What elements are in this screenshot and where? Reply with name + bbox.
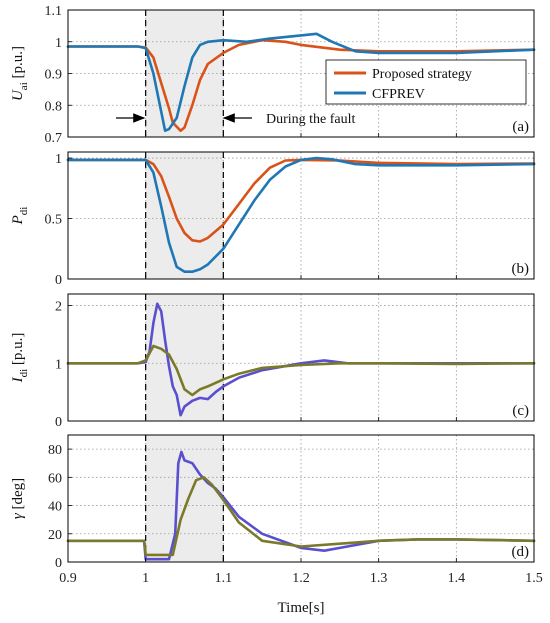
y-tick-label: 1.1 <box>45 4 63 19</box>
legend: Proposed strategy CFPREV <box>325 59 527 105</box>
y-tick-label: 0.5 <box>45 213 63 228</box>
y-axis-label: γ [deg] <box>10 478 26 519</box>
x-tick-label: 1.5 <box>525 571 543 586</box>
fault-band <box>145 435 224 562</box>
x-tick-label: 0.9 <box>59 571 77 586</box>
y-axis-label: Idi [p.u.] <box>10 333 30 384</box>
y-tick-label: 0.7 <box>45 131 63 146</box>
legend-box <box>325 59 527 105</box>
series-line-2 <box>66 32 536 132</box>
legend-entry-cfprev: CFPREV <box>372 87 425 102</box>
series-line-1 <box>66 38 536 132</box>
panel-tag: (c) <box>512 403 529 419</box>
fault-band <box>145 294 224 421</box>
panel-3: 0 1 2 (c) Idi [p.u.] <box>10 293 536 430</box>
series-line-2 <box>66 344 536 397</box>
y-tick-label: 20 <box>48 528 62 543</box>
panel-tag: (a) <box>512 119 529 135</box>
y-tick-label: 0 <box>55 273 62 288</box>
series-line-2 <box>66 156 536 274</box>
x-tick-label: 1.3 <box>370 571 388 586</box>
y-tick-label: 1 <box>55 152 62 167</box>
y-tick-label: 60 <box>48 471 62 486</box>
y-axis-label: Uai [p.u.] <box>10 46 30 101</box>
x-tick-label: 1.1 <box>215 571 233 586</box>
panel-4: 0 20 40 60 80 (d) γ [deg] <box>10 434 536 571</box>
plot-frame <box>67 434 535 563</box>
fault-annotation: During the fault <box>116 112 356 127</box>
y-tick-label: 0.9 <box>45 68 63 83</box>
series-line-1 <box>66 302 536 417</box>
y-tick-label: 0 <box>55 556 62 571</box>
x-tick-label: 1 <box>142 571 149 586</box>
panel-tag: (d) <box>512 544 530 560</box>
series-line-2 <box>66 475 536 557</box>
plot-frame <box>67 293 535 422</box>
y-tick-label: 80 <box>48 443 62 458</box>
legend-entry-proposed: Proposed strategy <box>372 67 472 82</box>
fault-annotation-text: During the fault <box>266 112 356 127</box>
panel-tag: (b) <box>512 261 530 277</box>
panel-2: 0 0.5 1 (b) Pdi <box>10 151 536 288</box>
y-axis-label: Pdi <box>10 207 30 226</box>
y-tick-label: 40 <box>48 500 62 515</box>
y-tick-label: 1 <box>55 357 62 372</box>
plot-frame <box>67 151 535 280</box>
x-tick-label: 1.4 <box>448 571 466 586</box>
y-tick-label: 1 <box>55 36 62 51</box>
x-tick-label: 1.2 <box>292 571 310 586</box>
y-tick-label: 2 <box>55 300 62 315</box>
x-axis-label: Time[s] <box>278 600 325 616</box>
y-tick-label: 0.8 <box>45 99 63 114</box>
y-tick-label: 0 <box>55 415 62 430</box>
